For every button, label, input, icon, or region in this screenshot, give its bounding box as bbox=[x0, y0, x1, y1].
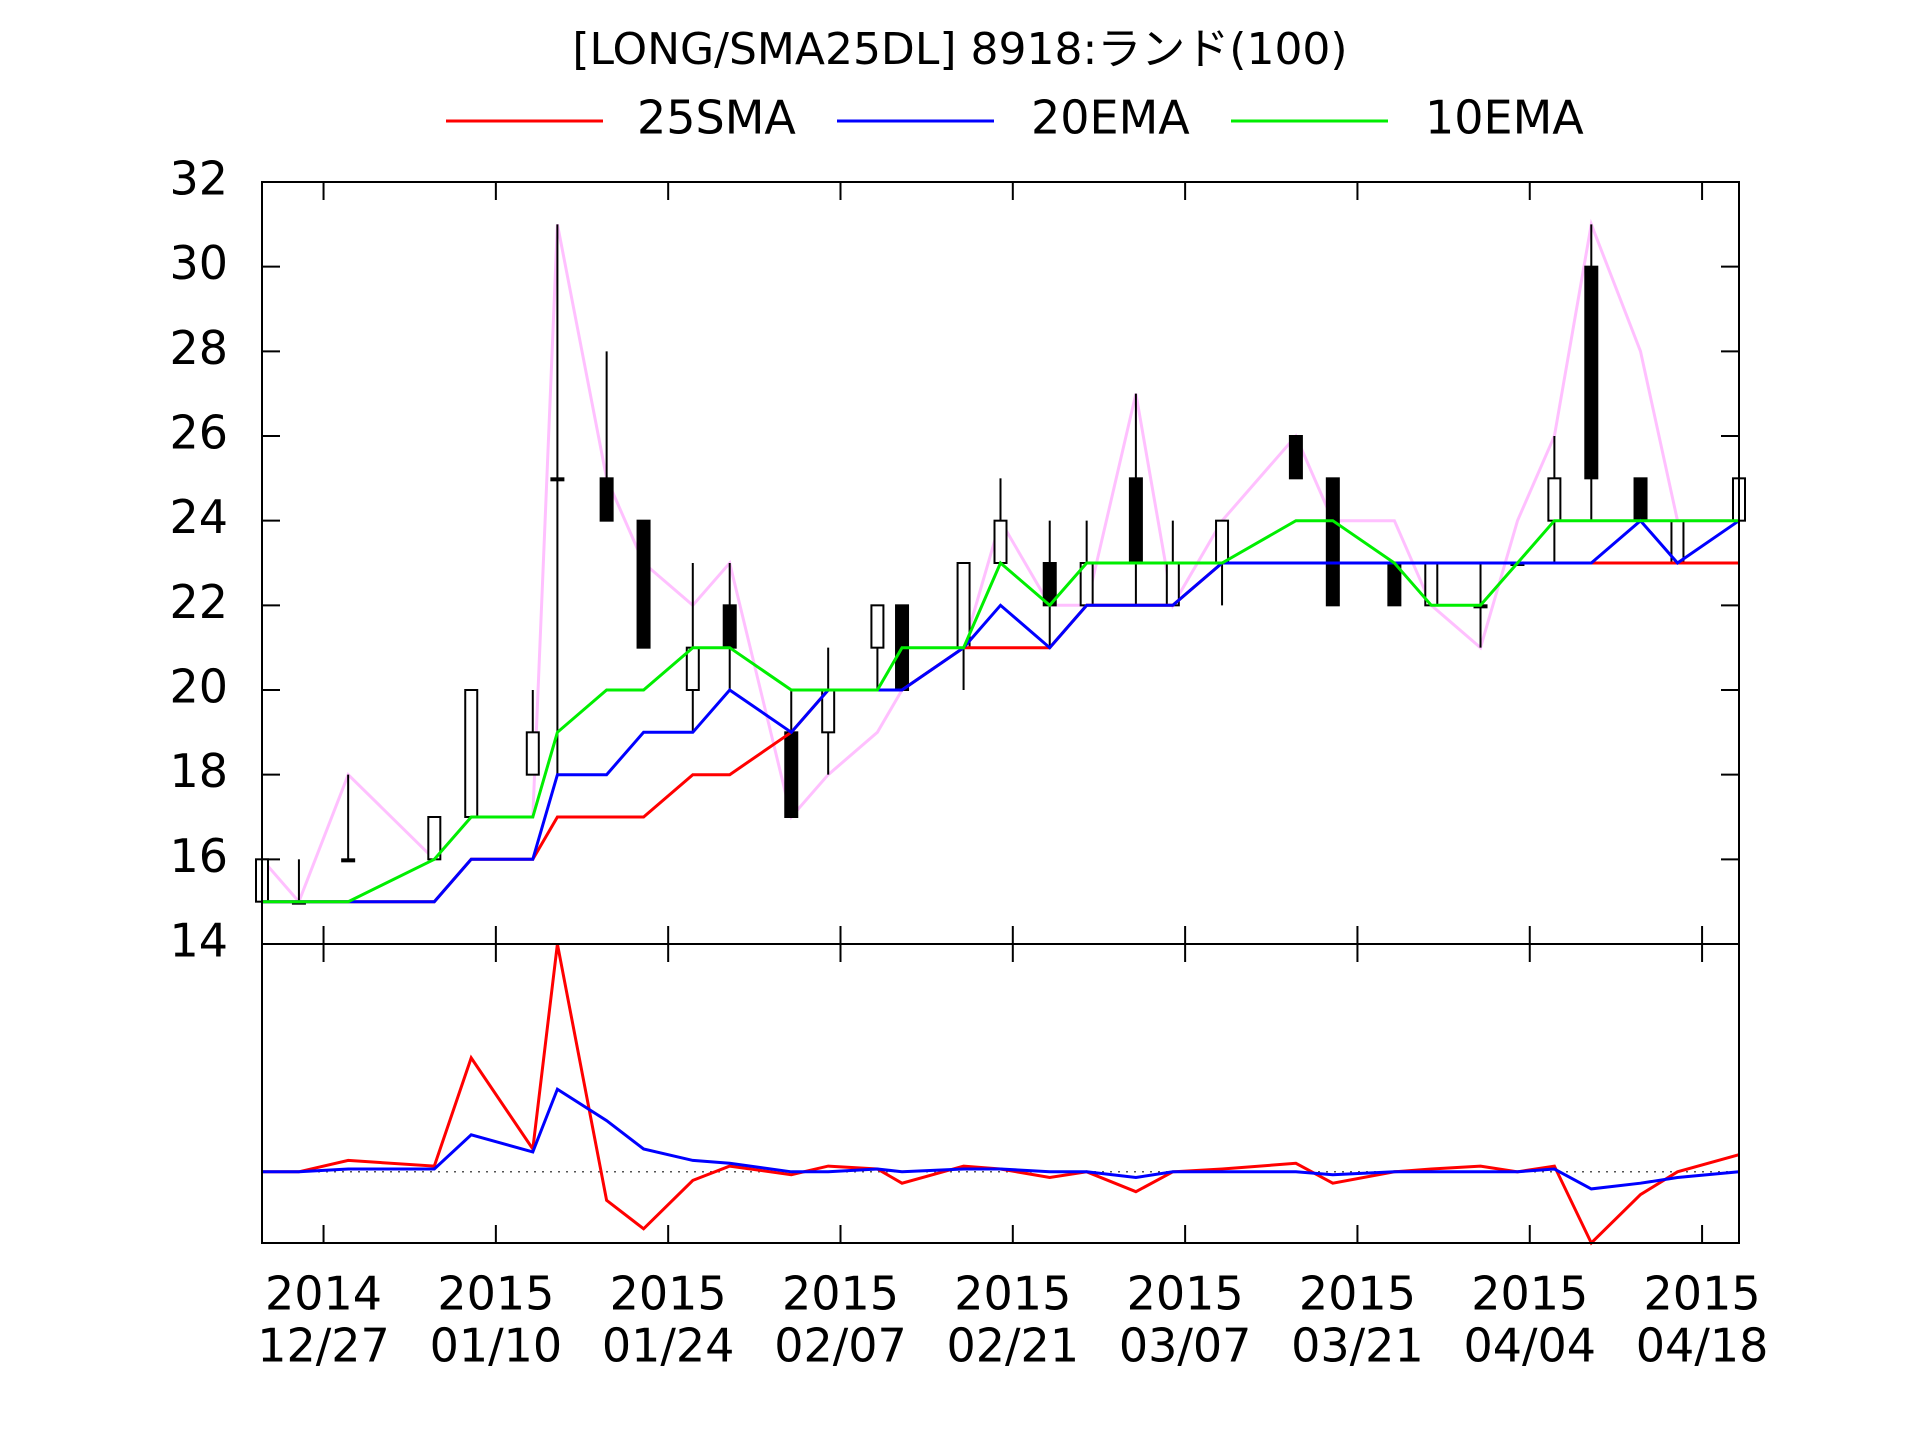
line-series bbox=[262, 943, 1740, 1246]
x-tick-label: 02/07 bbox=[774, 1319, 907, 1373]
candle-body bbox=[1547, 477, 1562, 522]
candle-body bbox=[870, 604, 885, 649]
x-tick-label: 03/07 bbox=[1119, 1319, 1252, 1373]
y-tick-label: 18 bbox=[169, 744, 228, 798]
x-tick-label: 2015 bbox=[1299, 1267, 1416, 1321]
candle-body bbox=[525, 731, 540, 776]
candle-body bbox=[1128, 477, 1143, 565]
candle-body bbox=[1288, 435, 1303, 480]
x-tick-label: 2015 bbox=[437, 1267, 554, 1321]
line-series bbox=[262, 518, 1740, 904]
y-tick-label: 30 bbox=[169, 236, 228, 290]
y-tick-label: 24 bbox=[169, 490, 228, 544]
plot-frame bbox=[261, 943, 1740, 1244]
y-tick-label: 20 bbox=[169, 660, 228, 714]
y-tick-label: 32 bbox=[169, 152, 228, 206]
x-tick-label: 2015 bbox=[782, 1267, 899, 1321]
line-series bbox=[262, 561, 1739, 904]
candle-body bbox=[1633, 477, 1648, 522]
x-tick-label: 2015 bbox=[1127, 1267, 1244, 1321]
candle-body bbox=[722, 604, 737, 649]
x-tick-label: 2015 bbox=[1644, 1267, 1761, 1321]
x-tick-label: 12/27 bbox=[257, 1319, 390, 1373]
chart-title: [LONG/SMA25DL] 8918:ランド(100) bbox=[572, 24, 1347, 75]
x-tick-label: 2015 bbox=[954, 1267, 1071, 1321]
x-tick-label: 01/10 bbox=[430, 1319, 563, 1373]
x-tick-label: 04/18 bbox=[1636, 1319, 1769, 1373]
y-tick-label: 16 bbox=[169, 829, 228, 883]
candle-body bbox=[341, 858, 356, 863]
legend-label: 25SMA bbox=[637, 91, 796, 145]
x-tick-label: 2015 bbox=[610, 1267, 727, 1321]
line-series bbox=[262, 519, 1739, 904]
legend-label: 20EMA bbox=[1031, 91, 1190, 145]
candle-body bbox=[1584, 265, 1599, 480]
x-tick-label: 2014 bbox=[265, 1267, 382, 1321]
candle-body bbox=[636, 519, 651, 649]
y-tick-label: 14 bbox=[169, 914, 228, 968]
candle-body bbox=[784, 731, 799, 818]
candle-body bbox=[1325, 477, 1340, 607]
candle-body bbox=[993, 519, 1008, 565]
line-series bbox=[262, 1086, 1740, 1191]
x-tick-label: 02/21 bbox=[947, 1319, 1080, 1373]
x-tick-label: 01/24 bbox=[602, 1319, 735, 1373]
y-tick-label: 28 bbox=[169, 321, 228, 375]
x-tick-label: 04/04 bbox=[1463, 1319, 1596, 1373]
candle-body bbox=[1165, 562, 1180, 607]
candle-body bbox=[1215, 519, 1230, 565]
x-tick-label: 03/21 bbox=[1291, 1319, 1424, 1373]
legend-label: 10EMA bbox=[1425, 91, 1584, 145]
y-tick-label: 26 bbox=[169, 406, 228, 460]
y-tick-label: 22 bbox=[169, 575, 228, 629]
x-tick-label: 2015 bbox=[1471, 1267, 1588, 1321]
candle-body bbox=[599, 477, 614, 522]
candle-body bbox=[550, 477, 565, 482]
candle-body bbox=[685, 646, 700, 692]
candle-body bbox=[464, 689, 479, 818]
